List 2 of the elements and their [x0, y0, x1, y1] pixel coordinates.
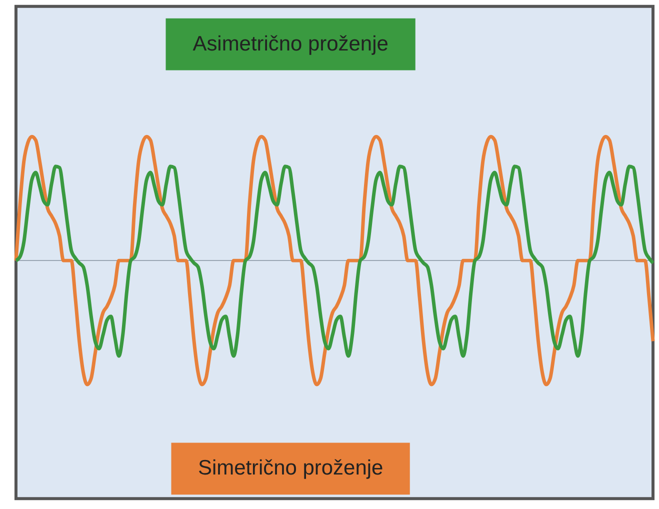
text: Simetrično proženje [198, 456, 384, 480]
text: Asimetrično proženje [192, 32, 388, 56]
